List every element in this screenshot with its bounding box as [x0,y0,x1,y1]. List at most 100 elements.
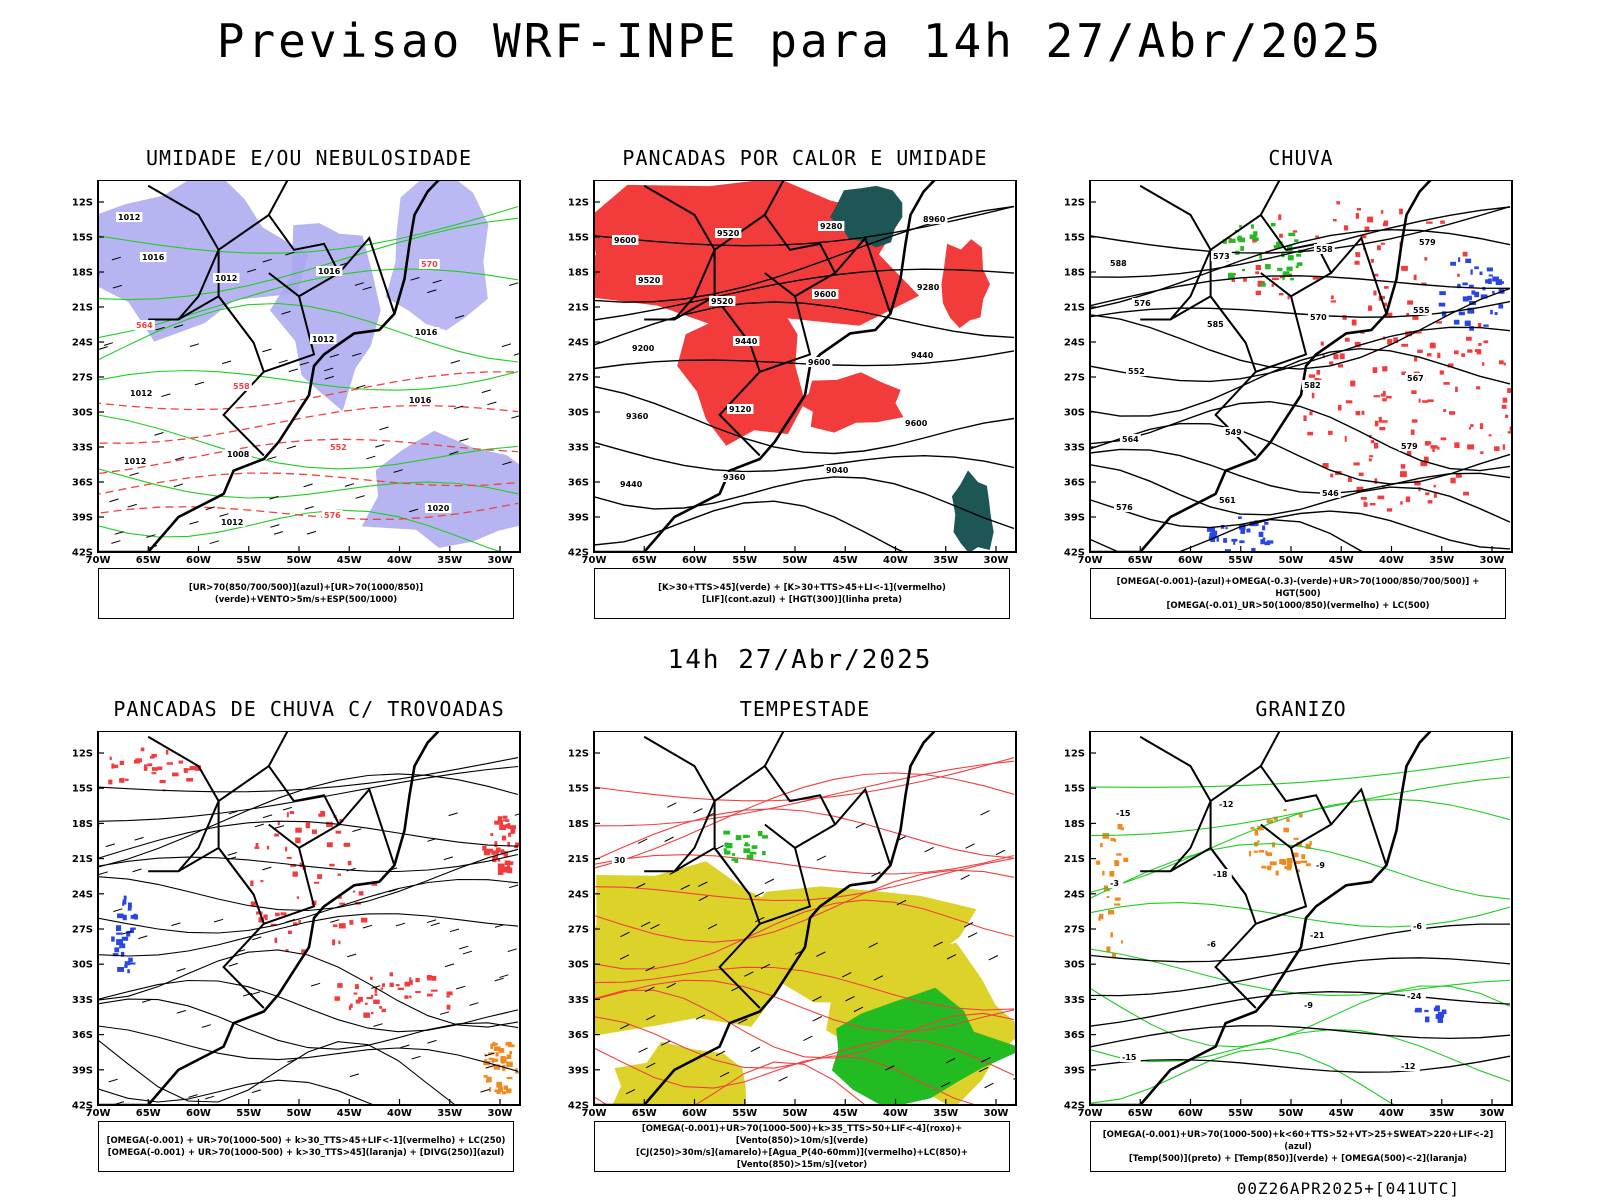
contour-line [1090,228,1511,310]
rain-cell [1224,549,1231,552]
rain-cell [1457,283,1460,288]
legend-line: [K>30+TTS>45](verde) + [K>30+TTS>45+LI<-… [658,582,946,593]
storm-cell [483,1075,488,1078]
state-border [1210,731,1281,802]
storm-cell [426,974,432,979]
contour-label-bg [1108,258,1129,268]
lat-label: 24S [1064,338,1085,349]
contour-label-bg [812,289,839,299]
rain-cell [1372,367,1378,374]
rain-cell [1406,312,1410,317]
rain-cell [1345,400,1353,404]
rain-cell [1382,222,1388,227]
storm-cell [124,778,129,781]
state-border [217,801,265,1009]
panel-title: PANCADAS POR CALOR E UMIDADE [622,146,988,170]
lat-label: 18S [568,819,589,830]
contour-line [98,1079,376,1105]
legend-box: [OMEGA(-0.001)-(azul)+OMEGA(-0.3)-(verde… [1090,568,1506,619]
rain-cell [1250,224,1254,229]
wind-850-region [744,843,750,847]
lon-label: 65W [632,1108,657,1119]
storm-cell [502,866,509,873]
rain-cell [1328,430,1333,435]
hail-omega-cell [1296,842,1302,847]
wind-arrow [459,945,469,950]
rain-cell [1247,528,1251,533]
wind-arrow [226,856,237,861]
rain-cell [1405,331,1412,337]
contour-line [98,820,519,859]
wind-arrow [450,360,460,364]
rain-cell [1255,264,1261,271]
state-border [1259,214,1333,298]
contour-line [594,1047,978,1105]
storm-cell [290,864,297,867]
storm-cell [311,829,317,834]
contour-line [1090,776,1511,837]
forecast-time-label: 14h 27/Abr/2025 [667,645,933,675]
wind-arrow [995,849,1006,856]
hail-omega-cell [1120,940,1124,944]
storm-cell [127,907,132,911]
lat-label: 21S [568,303,589,314]
rain-cell [1399,208,1403,215]
wind-arrow [448,812,458,817]
contour-line [1090,326,1511,383]
storm-cell [491,850,498,855]
contour-label-bg [1211,869,1232,879]
storm-cell [347,860,352,866]
rain-cell [1498,304,1504,309]
lat-label: 12S [72,749,93,760]
map-frame [97,731,521,1106]
contour-label-bg [231,381,252,391]
rain-cell [1413,274,1417,281]
hail-omega-cell [1301,854,1306,860]
wind-arrow [427,1039,437,1044]
wind-arrow [114,531,124,535]
hail-omega-cell [1106,946,1111,953]
legend-line: [LIF](cont.azul) + [HGT(300)](linha pret… [701,594,903,605]
lat-label: 18S [1064,819,1085,830]
lat-label: 15S [72,784,93,795]
wind-arrow [427,838,437,842]
contour-label-bg [116,212,143,222]
lon-label: 55W [236,555,261,566]
storm-cell [493,1064,501,1070]
lon-label: 70W [86,555,111,566]
storm-cell [489,849,492,853]
wind-arrow [855,822,866,829]
storm-cell [502,815,508,819]
contour-label: -12 [1219,800,1233,809]
storm-cell [510,828,516,834]
lon-label: 60W [682,555,707,566]
wind-arrow [978,1066,989,1073]
wind-arrow [454,405,464,410]
contour-label-bg [1223,427,1244,437]
storm-cell [495,1052,499,1057]
contour-label: 1012 [130,389,152,398]
rain-cell [1369,503,1376,506]
state-border [147,184,220,321]
storm-cell [128,957,133,963]
wind-arrow [388,888,398,893]
storm-cell [332,924,338,928]
hail-omega-cell [1300,860,1308,863]
storm-cell [415,990,421,994]
rain-cell [1462,282,1468,286]
rain-cell [1343,225,1349,231]
rain-cell [1479,271,1483,276]
rain-cell [1432,447,1435,452]
rain-cell [1466,336,1472,341]
lat-label: 39S [1064,513,1085,524]
wind-arrow [946,954,957,960]
contour-label: 576 [1134,299,1151,308]
wind-arrow [134,836,144,841]
contour-line [594,899,1015,970]
contour-label-bg [1132,298,1153,308]
contour-label-bg [624,411,651,421]
contour-label: 9440 [735,337,758,346]
contour-label: 1016 [142,253,165,262]
contour-line [98,472,519,495]
legend-box: [OMEGA(-0.001)+UR>70(1000-500)+k<60+TTS>… [1090,1121,1506,1172]
